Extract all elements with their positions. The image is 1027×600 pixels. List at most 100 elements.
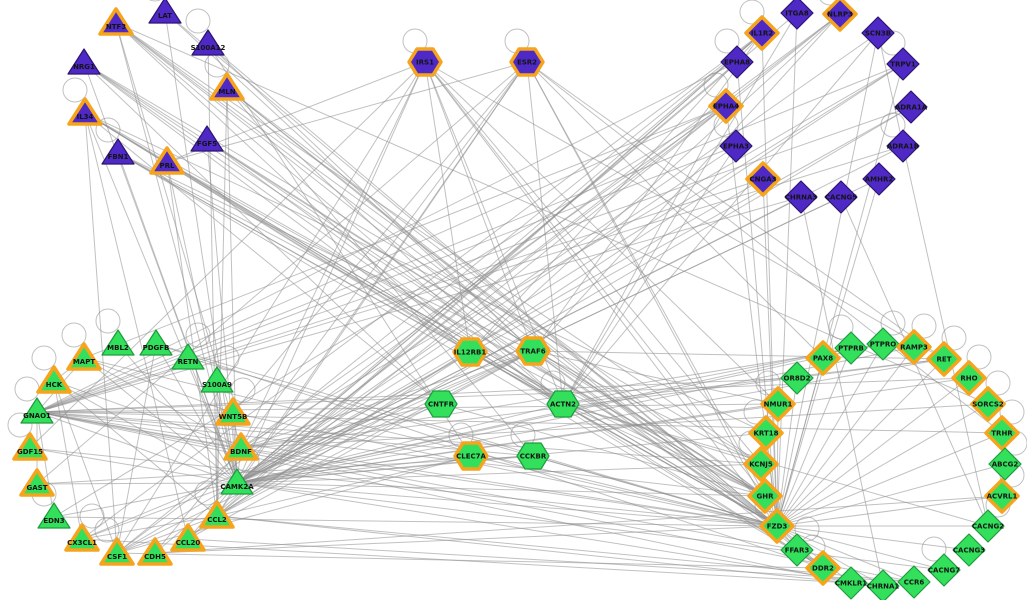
node-FBN1[interactable]: FBN1 <box>101 138 135 165</box>
edge <box>166 161 238 484</box>
diamond-node-shape <box>780 533 814 567</box>
hexagon-node-shape <box>515 336 551 366</box>
node-AMHR2[interactable]: AMHR2 <box>862 162 896 196</box>
self-loop-edge <box>185 8 211 34</box>
node-NRG1[interactable]: NRG1 <box>67 48 101 75</box>
node-TRPV1[interactable]: TRPV1 <box>886 47 920 81</box>
triangle-node-shape <box>12 432 48 461</box>
node-NTF3[interactable]: NTF3 <box>98 7 134 36</box>
self-loop-edge <box>95 117 121 143</box>
edge <box>469 351 766 497</box>
self-loop-edge <box>880 310 906 336</box>
edge <box>36 411 1003 434</box>
edge <box>776 12 798 527</box>
node-ITGA8[interactable]: ITGA8 <box>780 0 814 30</box>
node-TRHR[interactable]: TRHR <box>984 415 1020 451</box>
diamond-node-shape <box>984 415 1020 451</box>
edge <box>240 61 528 449</box>
triangle-node-shape <box>20 397 54 424</box>
self-loop-edge <box>755 370 781 396</box>
node-ADRA1A[interactable]: ADRA1A <box>894 90 928 124</box>
triangle-node-shape <box>137 537 173 566</box>
edge <box>53 380 218 517</box>
edge <box>216 380 238 484</box>
node-IL1R2[interactable]: IL1R2 <box>744 15 780 51</box>
edge <box>116 32 763 554</box>
edge <box>776 525 970 551</box>
node-EPHA4[interactable]: EPHA4 <box>708 88 744 124</box>
node-SCN3B[interactable]: SCN3B <box>861 16 895 50</box>
edge <box>526 61 1003 434</box>
edge <box>469 32 763 353</box>
diamond-node-shape <box>805 340 841 376</box>
diamond-node-shape <box>886 129 920 163</box>
node-SORCS2[interactable]: SORCS2 <box>970 386 1006 422</box>
edge <box>532 13 841 352</box>
node-ADRA1B[interactable]: ADRA1B <box>886 129 920 163</box>
node-ACVRL1[interactable]: ACVRL1 <box>984 478 1020 514</box>
node-PRL[interactable]: PRL <box>149 146 185 175</box>
node-GNAO1[interactable]: GNAO1 <box>20 397 54 424</box>
node-CCR6[interactable]: CCR6 <box>897 565 931 599</box>
diamond-node-shape <box>822 0 858 32</box>
edge <box>155 343 778 527</box>
node-CACNG3[interactable]: CACNG3 <box>952 533 986 567</box>
node-CACNG2[interactable]: CACNG2 <box>971 509 1005 543</box>
node-MLN[interactable]: MLN <box>209 72 245 101</box>
node-LAT[interactable]: LAT <box>148 0 182 24</box>
edge <box>776 403 989 527</box>
self-loop-edge <box>714 28 740 54</box>
node-CACNG7[interactable]: CACNG7 <box>927 553 961 587</box>
edge <box>776 463 1006 527</box>
edge <box>81 32 763 540</box>
edge <box>207 43 218 517</box>
node-CSF1[interactable]: CSF1 <box>99 537 135 566</box>
edge <box>36 411 766 497</box>
node-IL34[interactable]: IL34 <box>67 97 103 126</box>
node-MBL2[interactable]: MBL2 <box>101 329 135 356</box>
edge <box>166 161 218 517</box>
triangle-node-shape <box>223 432 259 461</box>
node-ABCG2[interactable]: ABCG2 <box>988 447 1022 481</box>
node-EPHA3[interactable]: EPHA3 <box>719 129 753 163</box>
node-OR8D2[interactable]: OR8D2 <box>780 361 814 395</box>
node-MAPT[interactable]: MAPT <box>66 342 102 371</box>
edge <box>166 161 564 405</box>
edge <box>532 32 763 352</box>
edge <box>53 482 238 518</box>
edge <box>236 32 763 484</box>
edge <box>116 455 472 554</box>
self-loop-edge <box>828 314 854 340</box>
self-loop-edge <box>94 517 120 543</box>
edge <box>761 32 778 527</box>
diamond-node-shape <box>824 180 858 214</box>
edge <box>440 403 766 497</box>
self-loop-edge <box>214 345 240 371</box>
node-IL12RB1[interactable]: IL12RB1 <box>452 337 488 367</box>
edge <box>83 105 727 359</box>
edge <box>526 61 778 527</box>
edge <box>424 61 766 497</box>
node-IRS1[interactable]: IRS1 <box>407 47 443 77</box>
diamond-node-shape <box>805 550 841 586</box>
edge <box>36 411 234 414</box>
node-CACNG5[interactable]: CACNG5 <box>824 180 858 214</box>
node-CLEC7A[interactable]: CLEC7A <box>453 441 489 471</box>
edge <box>36 403 779 413</box>
edge <box>236 145 737 484</box>
node-CNGA3[interactable]: CNGA3 <box>745 161 781 197</box>
triangle-node-shape <box>67 48 101 75</box>
node-EDN3[interactable]: EDN3 <box>37 502 71 529</box>
triangle-node-shape <box>200 366 234 393</box>
edge <box>166 61 528 163</box>
triangle-node-shape <box>66 342 102 371</box>
edge <box>776 358 945 527</box>
node-S100A12[interactable]: S100A12 <box>191 29 226 56</box>
self-loop-edge <box>185 322 211 348</box>
node-ESR2[interactable]: ESR2 <box>509 47 545 77</box>
edge <box>206 139 778 527</box>
node-TRAF6[interactable]: TRAF6 <box>515 336 551 366</box>
edge <box>776 377 970 527</box>
